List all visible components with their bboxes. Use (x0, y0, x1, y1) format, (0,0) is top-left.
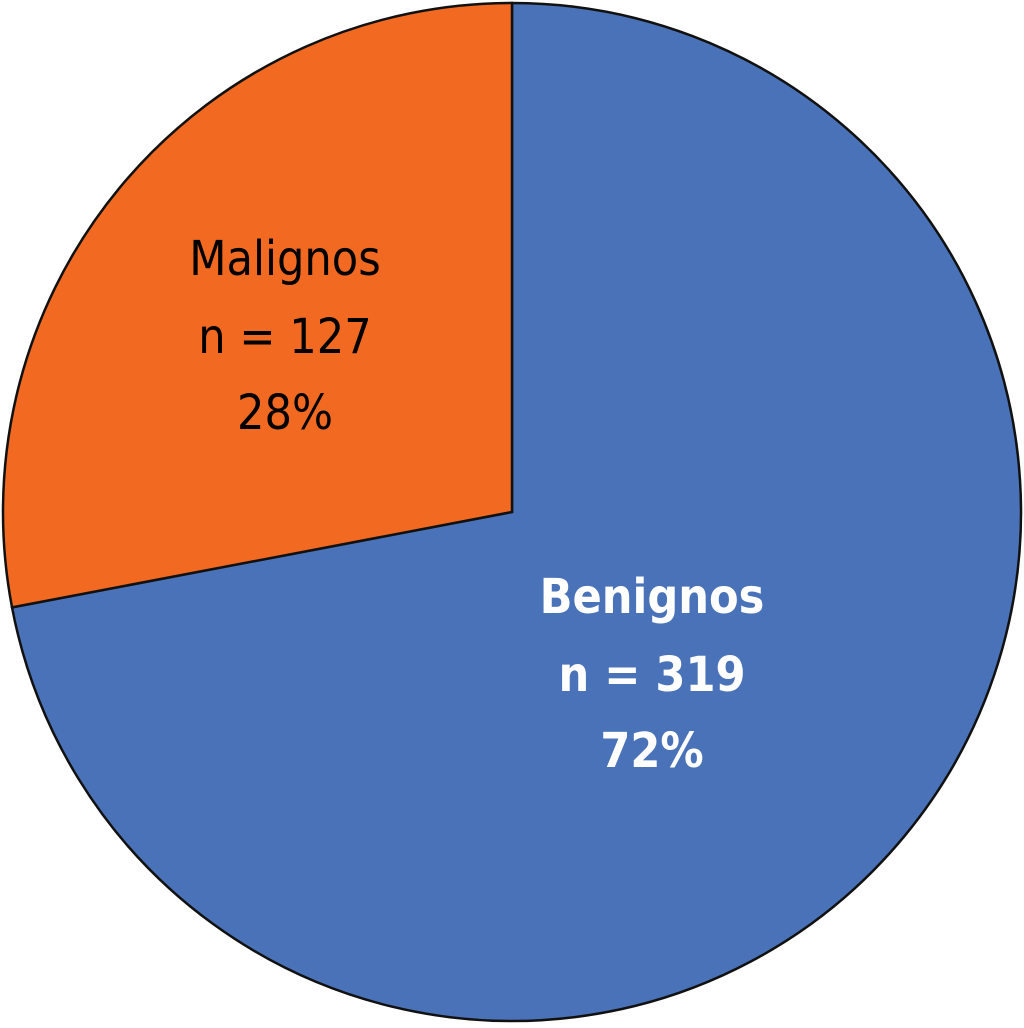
slice-percent: 28% (237, 385, 333, 441)
slice-percent: 72% (600, 723, 703, 779)
slice-count: n = 127 (198, 309, 371, 365)
pie-slice (1, 1, 514, 609)
pie-slice (10, 1, 1023, 1023)
slice-label: Benignos (540, 569, 765, 625)
slice-label: Malignos (189, 231, 380, 287)
slice-count: n = 319 (558, 647, 745, 703)
